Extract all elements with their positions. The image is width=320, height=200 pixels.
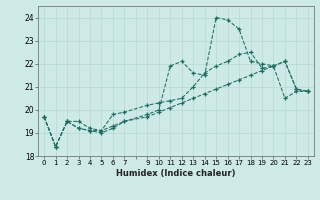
X-axis label: Humidex (Indice chaleur): Humidex (Indice chaleur) xyxy=(116,169,236,178)
